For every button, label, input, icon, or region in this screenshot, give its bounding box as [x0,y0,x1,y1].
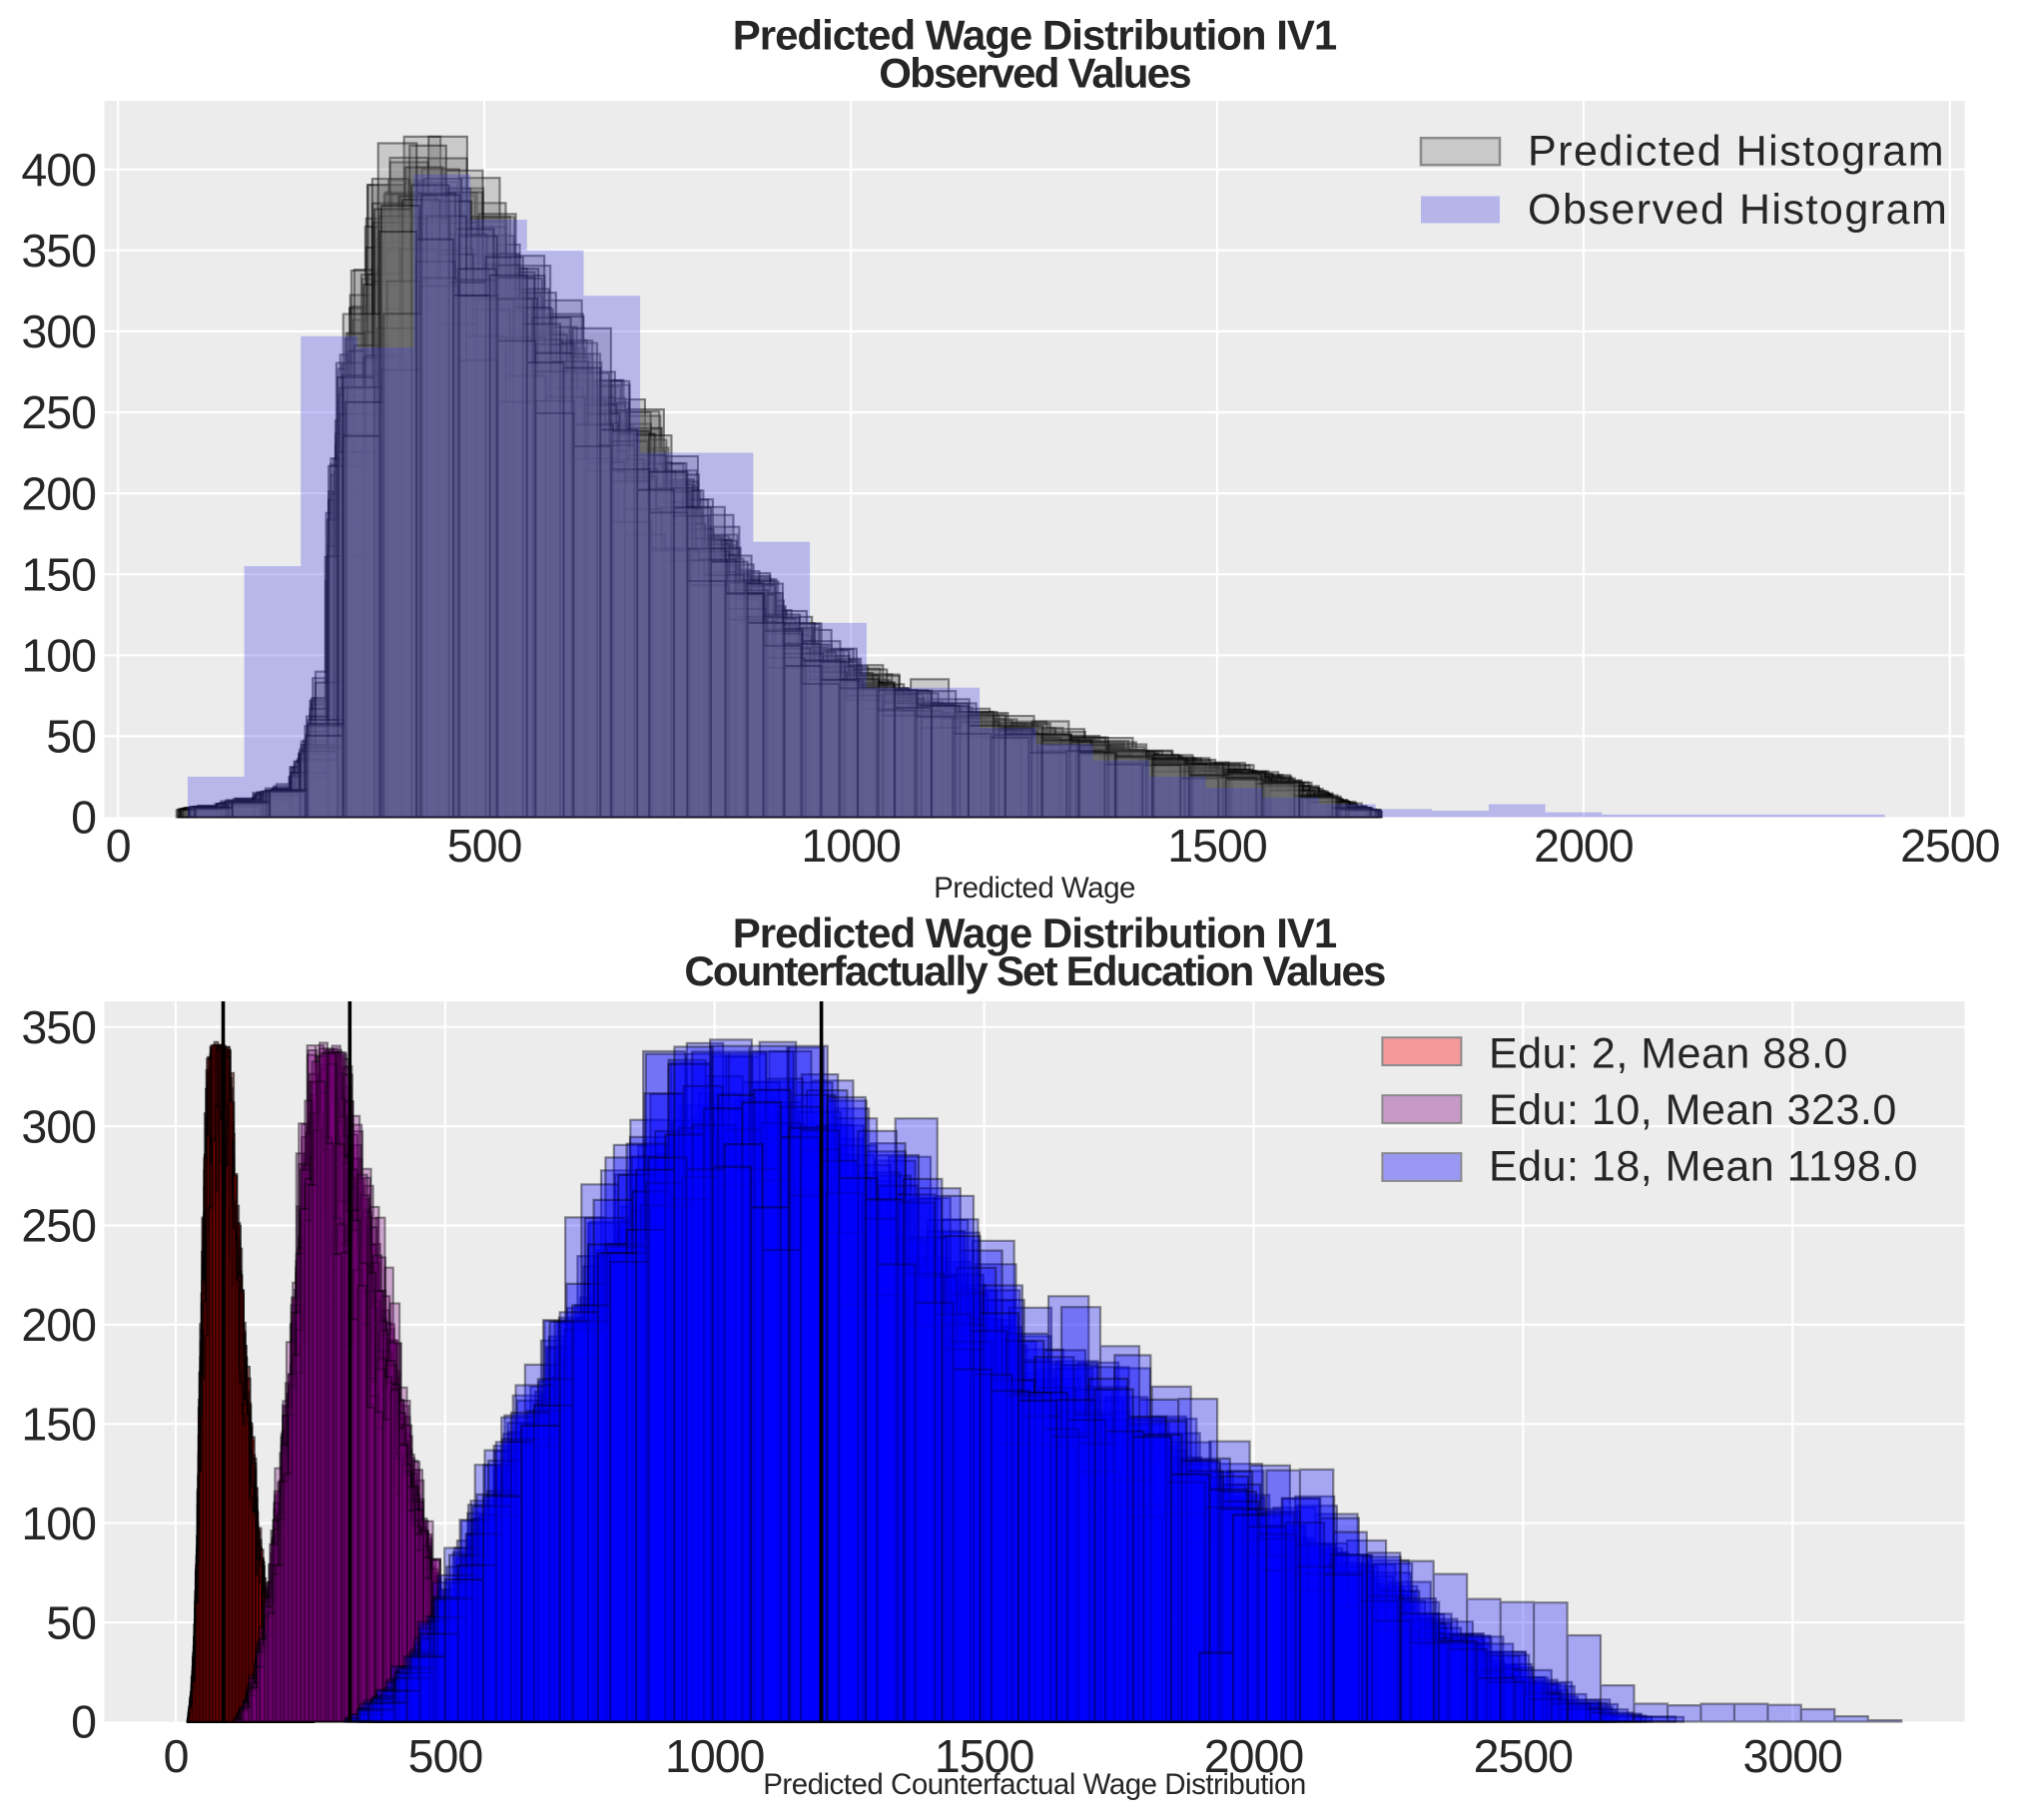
svg-text:350: 350 [21,1001,96,1053]
svg-text:250: 250 [21,386,96,438]
svg-text:50: 50 [46,711,96,763]
svg-text:Edu: 2, Mean 88.0: Edu: 2, Mean 88.0 [1489,1030,1848,1078]
svg-text:2500: 2500 [1900,820,2000,872]
svg-text:1000: 1000 [801,820,901,872]
svg-text:100: 100 [21,630,96,682]
svg-text:300: 300 [21,1100,96,1152]
svg-text:200: 200 [21,467,96,519]
svg-text:Edu: 10, Mean 323.0: Edu: 10, Mean 323.0 [1489,1086,1897,1134]
svg-text:400: 400 [21,144,96,196]
svg-text:Predicted Histogram: Predicted Histogram [1528,128,1945,176]
svg-text:2500: 2500 [1474,1730,1574,1782]
svg-text:1500: 1500 [1167,820,1267,872]
svg-text:100: 100 [21,1498,96,1549]
svg-text:Predicted Wage Distribution IV: Predicted Wage Distribution IV1 [733,12,1337,59]
svg-text:Predicted Counterfactual Wage: Predicted Counterfactual Wage Distributi… [763,1768,1306,1801]
svg-text:Observed Values: Observed Values [879,50,1190,97]
svg-text:1000: 1000 [665,1730,765,1782]
svg-text:Observed Histogram: Observed Histogram [1528,186,1948,234]
svg-text:500: 500 [447,820,522,872]
svg-text:300: 300 [21,305,96,357]
svg-text:200: 200 [21,1299,96,1351]
svg-text:0: 0 [106,820,131,872]
svg-text:Edu: 18, Mean 1198.0: Edu: 18, Mean 1198.0 [1489,1143,1918,1191]
svg-text:0: 0 [71,792,96,844]
svg-text:150: 150 [21,548,96,600]
svg-text:500: 500 [408,1730,483,1782]
svg-text:50: 50 [46,1596,96,1648]
svg-text:0: 0 [164,1730,189,1782]
svg-text:Predicted Wage Distribution IV: Predicted Wage Distribution IV1 [733,910,1337,956]
svg-text:2000: 2000 [1534,820,1634,872]
svg-text:150: 150 [21,1399,96,1451]
svg-text:2000: 2000 [1204,1730,1304,1782]
svg-text:0: 0 [71,1696,96,1748]
svg-text:250: 250 [21,1200,96,1252]
svg-text:Counterfactually Set Education: Counterfactually Set Education Values [684,947,1385,994]
svg-text:350: 350 [21,225,96,277]
svg-text:1500: 1500 [935,1730,1034,1782]
svg-text:Predicted Wage: Predicted Wage [934,872,1135,905]
svg-text:3000: 3000 [1742,1730,1842,1782]
